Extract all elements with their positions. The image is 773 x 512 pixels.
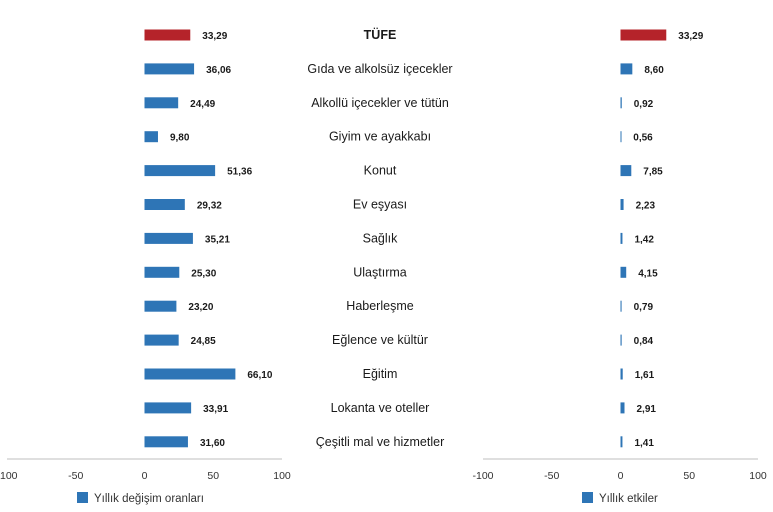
- data-label: 51,36: [227, 167, 252, 178]
- x-tick-label: -100: [0, 470, 18, 482]
- data-label: 2,91: [637, 404, 657, 415]
- data-label: 1,42: [634, 234, 654, 245]
- bar: [620, 232, 623, 244]
- bar: [144, 63, 195, 75]
- data-label: 23,20: [188, 302, 213, 313]
- bar: [620, 436, 623, 448]
- data-label: 24,49: [190, 99, 215, 110]
- data-label: 1,41: [634, 438, 654, 449]
- bar: [620, 199, 624, 210]
- bar: [144, 165, 216, 177]
- data-label: 66,10: [247, 370, 272, 381]
- bar: [620, 368, 623, 380]
- bar: [144, 334, 179, 346]
- x-tick-label: 100: [749, 470, 767, 482]
- category-label: Giyim ve ayakkabı: [329, 130, 431, 144]
- bar: [620, 300, 622, 312]
- bar: [620, 63, 633, 75]
- x-tick-label: 50: [683, 470, 695, 482]
- data-label: 0,84: [634, 336, 654, 347]
- bar: [144, 199, 185, 210]
- data-label: 1,61: [635, 370, 655, 381]
- data-label: 24,85: [191, 336, 216, 347]
- legend-swatch: [582, 492, 593, 503]
- bar: [144, 300, 177, 312]
- data-label: 0,79: [634, 302, 654, 313]
- bar: [620, 29, 667, 41]
- x-tick-label: 100: [273, 470, 291, 482]
- data-label: 9,80: [170, 133, 190, 144]
- bar: [620, 334, 622, 346]
- bar: [620, 165, 632, 177]
- bar: [620, 402, 625, 414]
- bar: [144, 402, 192, 414]
- data-label: 33,91: [203, 404, 228, 415]
- category-label: Ev eşyası: [353, 198, 407, 212]
- data-label: 25,30: [191, 268, 216, 279]
- category-label: Lokanta ve oteller: [331, 401, 430, 415]
- category-label: Eğlence ve kültür: [332, 333, 428, 347]
- x-tick-label: 0: [618, 470, 624, 482]
- category-label: Alkollü içecekler ve tütün: [311, 96, 449, 110]
- data-label: 33,29: [678, 31, 703, 42]
- data-label: 2,23: [636, 201, 656, 212]
- bar: [620, 131, 622, 143]
- category-label: Çeşitli mal ve hizmetler: [316, 435, 445, 449]
- data-label: 36,06: [206, 65, 231, 76]
- data-label: 35,21: [205, 234, 230, 245]
- x-tick-label: -50: [68, 470, 83, 482]
- panel-effect: -100 -50 0 50 100 33,29 8,60 0,92 0,56 7,85 2,23 1,…: [472, 29, 767, 505]
- category-label: TÜFE: [364, 27, 397, 42]
- bar: [144, 436, 188, 448]
- bar: [620, 97, 622, 109]
- legend-label: Yıllık değişim oranları: [94, 493, 204, 505]
- x-tick-label: 50: [207, 470, 219, 482]
- x-tick-label: 0: [142, 470, 148, 482]
- category-label: Sağlık: [363, 231, 398, 245]
- data-label: 4,15: [638, 268, 658, 279]
- category-label: Haberleşme: [346, 299, 413, 313]
- legend-label: Yıllık etkiler: [599, 493, 658, 505]
- bar: [144, 266, 180, 278]
- panel-rate: -100 -50 0 50 100 33,29 36,06 24,49 9,80 51,36 29,…: [0, 29, 291, 505]
- bar: [144, 29, 191, 41]
- bar: [144, 97, 179, 109]
- data-label: 33,29: [202, 31, 227, 42]
- category-label: Eğitim: [363, 367, 398, 381]
- data-label: 0,56: [633, 133, 653, 144]
- bar: [144, 368, 236, 380]
- bar: [620, 266, 627, 278]
- data-label: 29,32: [197, 201, 222, 212]
- legend-swatch: [77, 492, 88, 503]
- data-label: 0,92: [634, 99, 654, 110]
- data-label: 8,60: [644, 65, 664, 76]
- bar: [144, 232, 193, 244]
- data-label: 7,85: [643, 167, 663, 178]
- data-label: 31,60: [200, 438, 225, 449]
- x-tick-label: -50: [544, 470, 559, 482]
- category-label: Ulaştırma: [353, 265, 407, 279]
- bar: [144, 131, 158, 143]
- x-tick-label: -100: [472, 470, 493, 482]
- category-label: Gıda ve alkolsüz içecekler: [307, 62, 452, 76]
- category-label: Konut: [364, 164, 397, 178]
